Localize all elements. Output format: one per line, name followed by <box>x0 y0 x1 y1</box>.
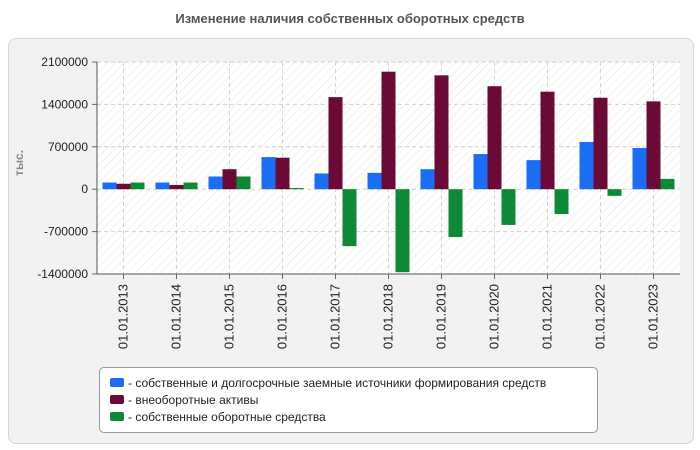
legend-label: - собственные оборотные средства <box>128 409 326 424</box>
bar-series-3 <box>130 182 145 190</box>
x-tick-label: 01.01.2017 <box>328 284 343 349</box>
bar-series-3 <box>607 189 622 196</box>
bar-series-1 <box>102 182 117 190</box>
legend: - собственные и долгосрочные заемные ист… <box>99 367 598 433</box>
legend-label: - собственные и долгосрочные заемные ист… <box>128 375 547 390</box>
bar-series-2 <box>593 97 608 190</box>
x-tick-label: 01.01.2013 <box>116 284 131 349</box>
x-tick-label: 01.01.2016 <box>275 284 290 349</box>
x-tick-label: 01.01.2019 <box>434 284 449 349</box>
legend-swatch <box>110 412 124 421</box>
y-tick-label: 0 <box>81 182 88 196</box>
legend-swatch <box>110 378 124 387</box>
x-tick-label: 01.01.2014 <box>169 284 184 349</box>
bar-series-3 <box>342 189 357 247</box>
y-axis-label: тыс. <box>12 150 26 176</box>
bar-series-3 <box>395 189 410 273</box>
bars <box>102 71 675 273</box>
bar-series-1 <box>420 169 435 190</box>
bar-series-2 <box>169 184 184 190</box>
bar-series-1 <box>367 172 382 190</box>
bar-series-2 <box>381 71 396 190</box>
bar-series-2 <box>328 97 343 190</box>
bar-series-3 <box>236 176 251 190</box>
x-tick-label: 01.01.2015 <box>222 284 237 349</box>
bar-series-3 <box>501 189 516 225</box>
bar-series-2 <box>540 91 555 190</box>
legend-swatch <box>110 395 124 404</box>
bar-series-1 <box>155 182 170 190</box>
bar-series-3 <box>554 189 569 215</box>
x-tick-label: 01.01.2022 <box>593 284 608 349</box>
bar-series-2 <box>116 183 131 190</box>
x-tick-label: 01.01.2023 <box>646 284 661 349</box>
x-tick-label: 01.01.2018 <box>381 284 396 349</box>
y-tick-label: -1400000 <box>37 267 88 281</box>
y-tick-label: 700000 <box>48 140 88 154</box>
y-tick-label: 1400000 <box>41 97 88 111</box>
y-tick-label: 2100000 <box>41 55 88 69</box>
bar-series-1 <box>579 141 594 190</box>
legend-item: - собственные и долгосрочные заемные ист… <box>110 374 597 391</box>
bar-series-2 <box>434 75 449 190</box>
y-tick-label: -700000 <box>44 225 88 239</box>
bar-series-2 <box>487 86 502 190</box>
bar-series-2 <box>275 157 290 190</box>
axes <box>92 61 680 279</box>
tick-labels: 2100000 1400000 700000 0 -700000 -1400000 01.0… <box>37 55 660 349</box>
bar-series-1 <box>632 148 647 190</box>
bar-series-3 <box>183 182 198 190</box>
bar-series-3 <box>660 178 675 190</box>
x-tick-label: 01.01.2021 <box>540 284 555 349</box>
bar-series-1 <box>314 173 329 190</box>
legend-label: - внеоборотные активы <box>128 392 259 407</box>
bar-series-2 <box>222 169 237 190</box>
x-tick-label: 01.01.2020 <box>487 284 502 349</box>
bar-series-3 <box>448 189 463 238</box>
chart-title: Изменение наличия собственных оборотных … <box>175 11 525 26</box>
bar-series-3 <box>289 187 304 190</box>
bar-series-1 <box>526 160 541 190</box>
bar-series-1 <box>261 157 276 190</box>
legend-item: - собственные оборотные средства <box>110 408 597 425</box>
bar-series-1 <box>473 154 488 190</box>
bar-series-1 <box>208 176 223 190</box>
legend-item: - внеоборотные активы <box>110 391 597 408</box>
bar-series-2 <box>646 101 661 190</box>
